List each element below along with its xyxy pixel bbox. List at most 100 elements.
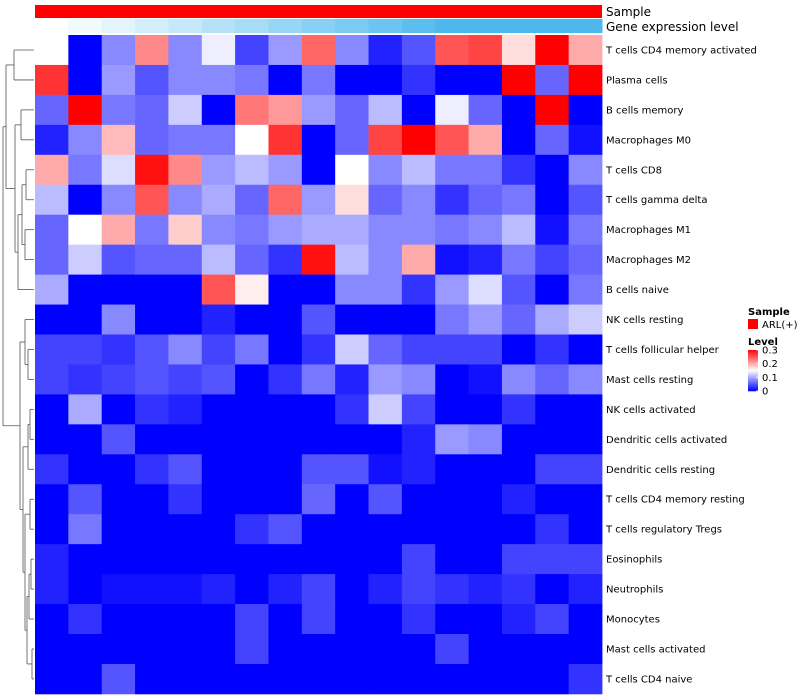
row-label: T cells CD4 naive xyxy=(605,674,692,685)
heatmap-cell xyxy=(535,424,570,455)
heatmap-cell xyxy=(401,184,436,216)
heatmap-cell xyxy=(468,634,503,665)
heatmap-cell xyxy=(268,663,303,695)
heatmap-cell xyxy=(301,484,336,515)
row-label: Macrophages M2 xyxy=(606,255,691,266)
expression-track-cell xyxy=(401,19,436,33)
heatmap-cell xyxy=(235,64,269,96)
heatmap-cell xyxy=(568,663,603,695)
heatmap-cell xyxy=(268,334,303,365)
heatmap-cell xyxy=(201,663,236,695)
legend-bar-segment xyxy=(748,352,758,354)
heatmap-cell xyxy=(435,364,469,395)
heatmap-cell xyxy=(435,244,469,275)
row-label: Dendritic cells resting xyxy=(606,465,715,476)
heatmap-cell xyxy=(68,514,103,545)
heatmap-cell xyxy=(68,35,103,66)
heatmap-cell xyxy=(201,214,236,246)
row-label: NK cells resting xyxy=(606,315,683,326)
heatmap-cell xyxy=(401,364,436,395)
heatmap-cell xyxy=(201,64,236,96)
heatmap-cell xyxy=(35,304,69,335)
heatmap-cell xyxy=(435,394,469,425)
legend-sample-swatch xyxy=(748,319,758,329)
expression-track-cell xyxy=(135,19,169,33)
heatmap-cell xyxy=(235,514,269,545)
legend-ticks: 0.3 0.2 0.1 0 xyxy=(756,346,778,398)
heatmap-cell xyxy=(501,244,536,275)
heatmap-cell xyxy=(235,274,269,305)
heatmap-cell xyxy=(201,394,236,425)
heatmap-cell xyxy=(201,484,236,515)
heatmap-cell xyxy=(301,184,336,216)
legend-tick-label: 0.2 xyxy=(762,359,778,370)
heatmap-cell xyxy=(135,514,169,545)
heatmap-cell xyxy=(468,663,503,695)
heatmap-cell xyxy=(301,634,336,665)
heatmap-cell xyxy=(568,214,603,246)
heatmap-cell xyxy=(401,484,436,515)
row-label: Plasma cells xyxy=(606,75,668,86)
heatmap-cell xyxy=(35,544,69,575)
heatmap-cell xyxy=(135,274,169,305)
heatmap-cell xyxy=(268,424,303,455)
heatmap-cell xyxy=(568,124,603,156)
heatmap-cell xyxy=(101,484,136,515)
heatmap-cell xyxy=(501,334,536,365)
heatmap-cell xyxy=(501,304,536,335)
heatmap-cell xyxy=(468,124,503,156)
heatmap-cell xyxy=(568,634,603,665)
row-label: Mast cells resting xyxy=(606,375,693,386)
legend-tick-label: 0.3 xyxy=(762,346,778,357)
legend-bar-segment xyxy=(748,377,758,379)
heatmap-cell xyxy=(235,634,269,665)
heatmap-cell xyxy=(135,364,169,395)
heatmap-cell xyxy=(268,244,303,275)
row-label: B cells memory xyxy=(606,105,683,116)
heatmap-cell xyxy=(135,663,169,695)
heatmap-cell xyxy=(468,364,503,395)
heatmap-cell xyxy=(335,454,369,485)
heatmap-cell xyxy=(568,274,603,305)
heatmap-cell xyxy=(301,454,336,485)
heatmap-cell xyxy=(301,514,336,545)
heatmap-cell xyxy=(535,244,570,275)
legend-bar-segment xyxy=(748,353,758,355)
heatmap-cell xyxy=(101,364,136,395)
heatmap-cell xyxy=(501,544,536,575)
heatmap-cell xyxy=(235,35,269,66)
heatmap-cell xyxy=(335,364,369,395)
legend-bar-segment xyxy=(748,387,758,390)
legend-bar-segment xyxy=(748,350,758,352)
heatmap-cell xyxy=(368,454,403,485)
heatmap-cell xyxy=(101,304,136,335)
heatmap-cell xyxy=(168,454,203,485)
heatmap-cell xyxy=(535,634,570,665)
heatmap-cell xyxy=(268,154,303,186)
heatmap-cell xyxy=(468,35,503,66)
expression-track-cell xyxy=(268,19,303,33)
heatmap-cell xyxy=(435,604,469,635)
row-label: Macrophages M1 xyxy=(606,225,691,236)
heatmap-cell xyxy=(268,454,303,485)
heatmap-cell xyxy=(135,304,169,335)
heatmap-cell xyxy=(535,94,570,126)
heatmap-cell xyxy=(368,634,403,665)
legend-tick-label: 0 xyxy=(762,387,768,398)
row-label: Macrophages M0 xyxy=(606,135,691,146)
legend-bar-segment xyxy=(748,386,758,389)
row-label: T cells regulatory Tregs xyxy=(605,525,722,536)
legend-bar-segment xyxy=(748,380,758,383)
heatmap-cell xyxy=(101,634,136,665)
heatmap-cell xyxy=(335,574,369,605)
heatmap-cell xyxy=(468,64,503,96)
heatmap-cell xyxy=(401,154,436,186)
expression-track-cell xyxy=(235,19,269,33)
heatmap-cell xyxy=(101,184,136,216)
heatmap-cell xyxy=(468,604,503,635)
heatmap-cell xyxy=(68,394,103,425)
heatmap-cell xyxy=(401,35,436,66)
heatmap-cell xyxy=(235,663,269,695)
heatmap-cell xyxy=(101,64,136,96)
heatmap-cell xyxy=(101,574,136,605)
